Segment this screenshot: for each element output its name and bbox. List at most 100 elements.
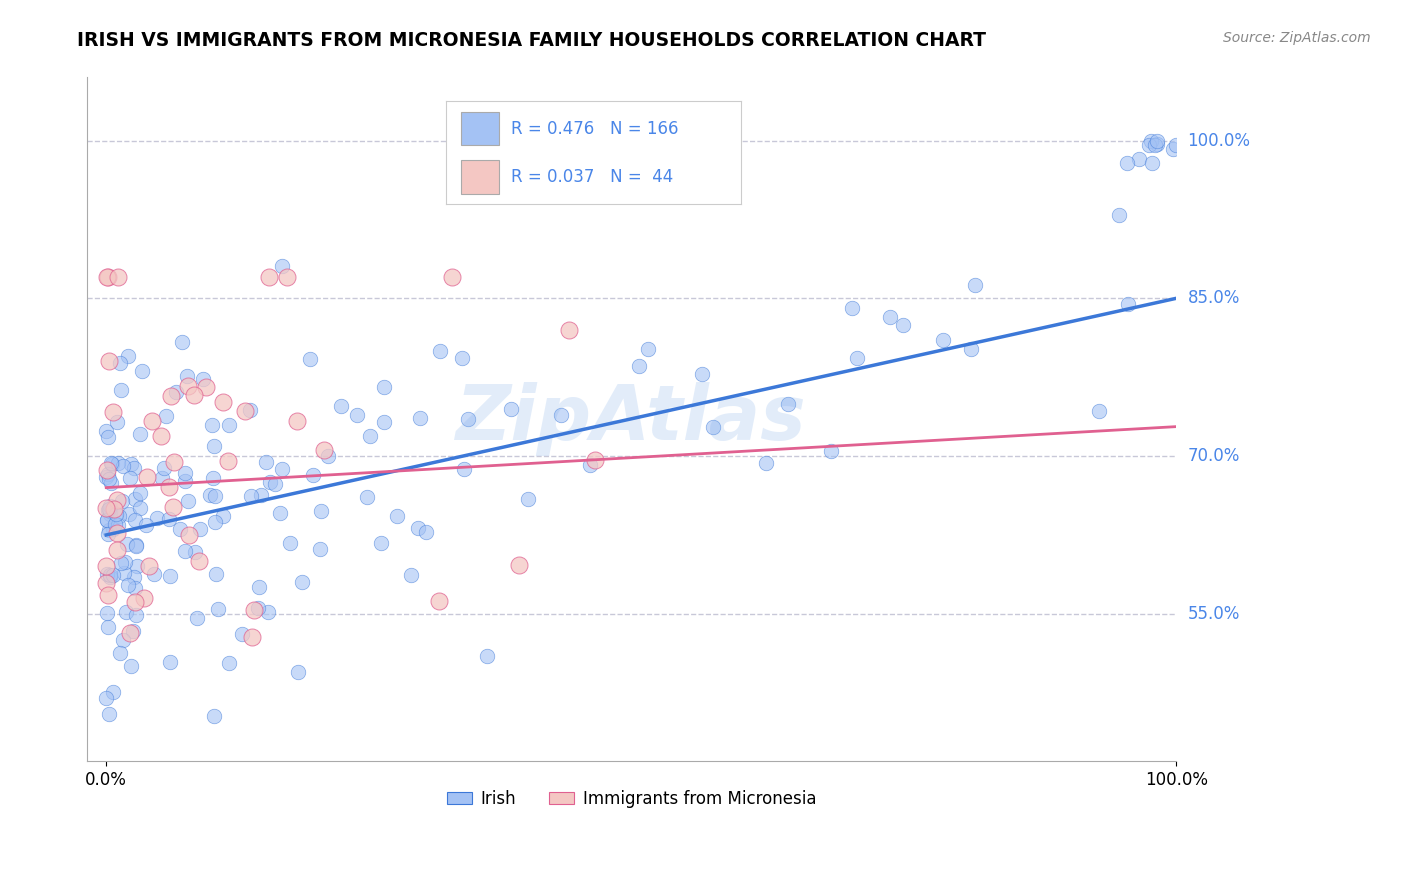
Point [276, 270, 298, 285]
Point [1140, 156, 1163, 170]
Point [138, 558, 160, 573]
Point [110, 646, 132, 660]
Point [96, 566, 118, 581]
Point [157, 512, 180, 526]
Point [118, 507, 141, 521]
Point [118, 471, 141, 485]
Point [135, 469, 157, 483]
Point [96, 606, 118, 620]
Point [1164, 138, 1187, 153]
Point [169, 522, 191, 536]
Point [387, 509, 409, 524]
Point [97, 430, 120, 444]
Point [98, 354, 121, 368]
Point [146, 510, 169, 524]
Point [231, 626, 253, 640]
Point [110, 557, 132, 571]
Point [101, 685, 124, 699]
Point [97, 588, 120, 602]
Point [218, 656, 240, 670]
Point [96, 270, 118, 285]
Point [150, 471, 173, 485]
Point [173, 544, 195, 558]
Point [179, 527, 201, 541]
Point [845, 351, 868, 365]
Point [205, 566, 228, 581]
Point [250, 488, 273, 502]
Point [174, 475, 197, 489]
Text: 85.0%: 85.0% [1188, 289, 1240, 308]
Point [98, 569, 121, 583]
Point [287, 665, 309, 679]
Point [285, 414, 308, 428]
Point [111, 494, 134, 508]
Point [122, 570, 145, 584]
Point [841, 301, 863, 316]
Point [120, 457, 142, 471]
Point [112, 566, 135, 580]
Point [141, 414, 163, 428]
Point [170, 335, 193, 350]
Point [183, 387, 205, 401]
Point [118, 625, 141, 640]
Point [240, 490, 263, 504]
Point [176, 369, 198, 384]
Point [755, 456, 778, 470]
Point [257, 270, 280, 285]
Point [1108, 208, 1130, 222]
Point [427, 594, 450, 608]
Point [184, 544, 207, 558]
Point [440, 270, 463, 285]
Point [429, 343, 451, 358]
Point [107, 270, 129, 285]
Point [202, 709, 225, 723]
Point [271, 259, 294, 273]
Point [117, 349, 139, 363]
Point [373, 416, 395, 430]
Point [702, 419, 724, 434]
Point [124, 581, 146, 595]
Point [891, 318, 914, 333]
Point [117, 577, 139, 591]
Legend: Irish, Immigrants from Micronesia: Irish, Immigrants from Micronesia [440, 783, 823, 814]
Point [299, 352, 322, 367]
Point [309, 504, 332, 518]
Point [98, 499, 121, 513]
Point [212, 509, 235, 524]
Point [97, 523, 120, 537]
Point [129, 427, 152, 442]
Point [501, 401, 523, 416]
Point [98, 507, 121, 521]
Point [820, 444, 842, 458]
Point [162, 500, 184, 515]
Text: ZipAtlas: ZipAtlas [457, 383, 807, 457]
Point [191, 372, 214, 386]
Point [96, 576, 118, 591]
Point [218, 417, 240, 432]
Point [188, 553, 211, 567]
Point [103, 501, 125, 516]
Point [97, 527, 120, 541]
Point [247, 580, 270, 594]
Point [301, 467, 323, 482]
Point [477, 649, 499, 664]
Point [1128, 152, 1150, 166]
Point [329, 399, 352, 413]
Text: IRISH VS IMMIGRANTS FROM MICRONESIA FAMILY HOUSEHOLDS CORRELATION CHART: IRISH VS IMMIGRANTS FROM MICRONESIA FAMI… [77, 31, 987, 50]
Point [100, 475, 122, 490]
Point [120, 658, 142, 673]
Point [204, 515, 226, 529]
Point [98, 567, 121, 582]
Point [96, 469, 118, 483]
Point [1137, 137, 1160, 152]
Point [558, 323, 581, 337]
Point [259, 475, 281, 489]
Point [247, 600, 270, 615]
Point [291, 575, 314, 590]
Point [415, 524, 437, 539]
Point [105, 415, 128, 429]
Point [97, 467, 120, 481]
Point [202, 470, 225, 484]
Point [508, 558, 530, 572]
Point [114, 555, 136, 569]
